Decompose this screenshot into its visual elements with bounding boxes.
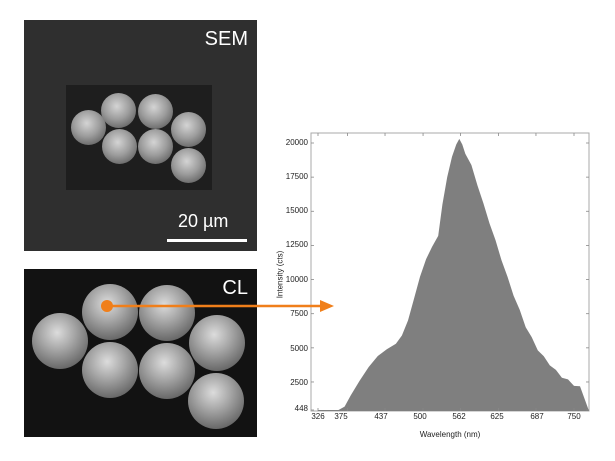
spectrum-area	[318, 138, 589, 411]
sem-sphere	[102, 129, 137, 164]
scalebar-label: 20 µm	[178, 211, 229, 231]
cl-sphere	[188, 373, 244, 429]
y-tick-label: 7500	[290, 309, 308, 318]
y-tick-label: 448	[294, 404, 308, 413]
y-axis-label: Intensity (cts)	[275, 250, 285, 299]
y-tick-label: 5000	[290, 344, 308, 353]
cl-sphere	[139, 343, 195, 399]
sem-label: SEM	[204, 28, 248, 50]
sem-scan-region	[66, 85, 212, 190]
y-tick-label: 10000	[285, 275, 308, 284]
scalebar	[167, 239, 247, 242]
cl-sphere	[32, 313, 88, 369]
x-tick-label: 326	[311, 412, 325, 421]
y-tick-label: 12500	[285, 240, 308, 249]
x-tick-label: 562	[452, 412, 466, 421]
x-tick-label: 625	[490, 412, 504, 421]
sem-sphere	[138, 94, 173, 129]
x-tick-label: 750	[567, 412, 581, 421]
x-tick-label: 500	[413, 412, 427, 421]
sem-sphere	[71, 110, 106, 145]
y-tick-label: 17500	[285, 172, 308, 181]
sem-image-panel: SEM 20 µm	[24, 20, 257, 251]
x-axis-label: Wavelength (nm)	[419, 430, 481, 439]
y-tick-marks	[311, 142, 589, 411]
y-tick-label: 2500	[290, 378, 308, 387]
sem-sphere	[171, 112, 206, 147]
cl-sphere	[189, 315, 245, 371]
y-tick-label: 20000	[285, 138, 308, 147]
cl-sphere	[139, 285, 195, 341]
x-tick-marks	[317, 133, 575, 411]
cl-label: CL	[222, 277, 248, 299]
cl-sphere	[82, 284, 138, 340]
x-tick-label: 375	[334, 412, 348, 421]
sem-sphere	[171, 148, 206, 183]
cl-sphere	[82, 342, 138, 398]
y-tick-label: 15000	[285, 206, 308, 215]
x-tick-label: 687	[530, 412, 544, 421]
cl-image-panel: CL	[24, 269, 257, 437]
x-tick-label: 437	[374, 412, 388, 421]
sem-sphere	[101, 93, 136, 128]
sem-sphere	[138, 129, 173, 164]
